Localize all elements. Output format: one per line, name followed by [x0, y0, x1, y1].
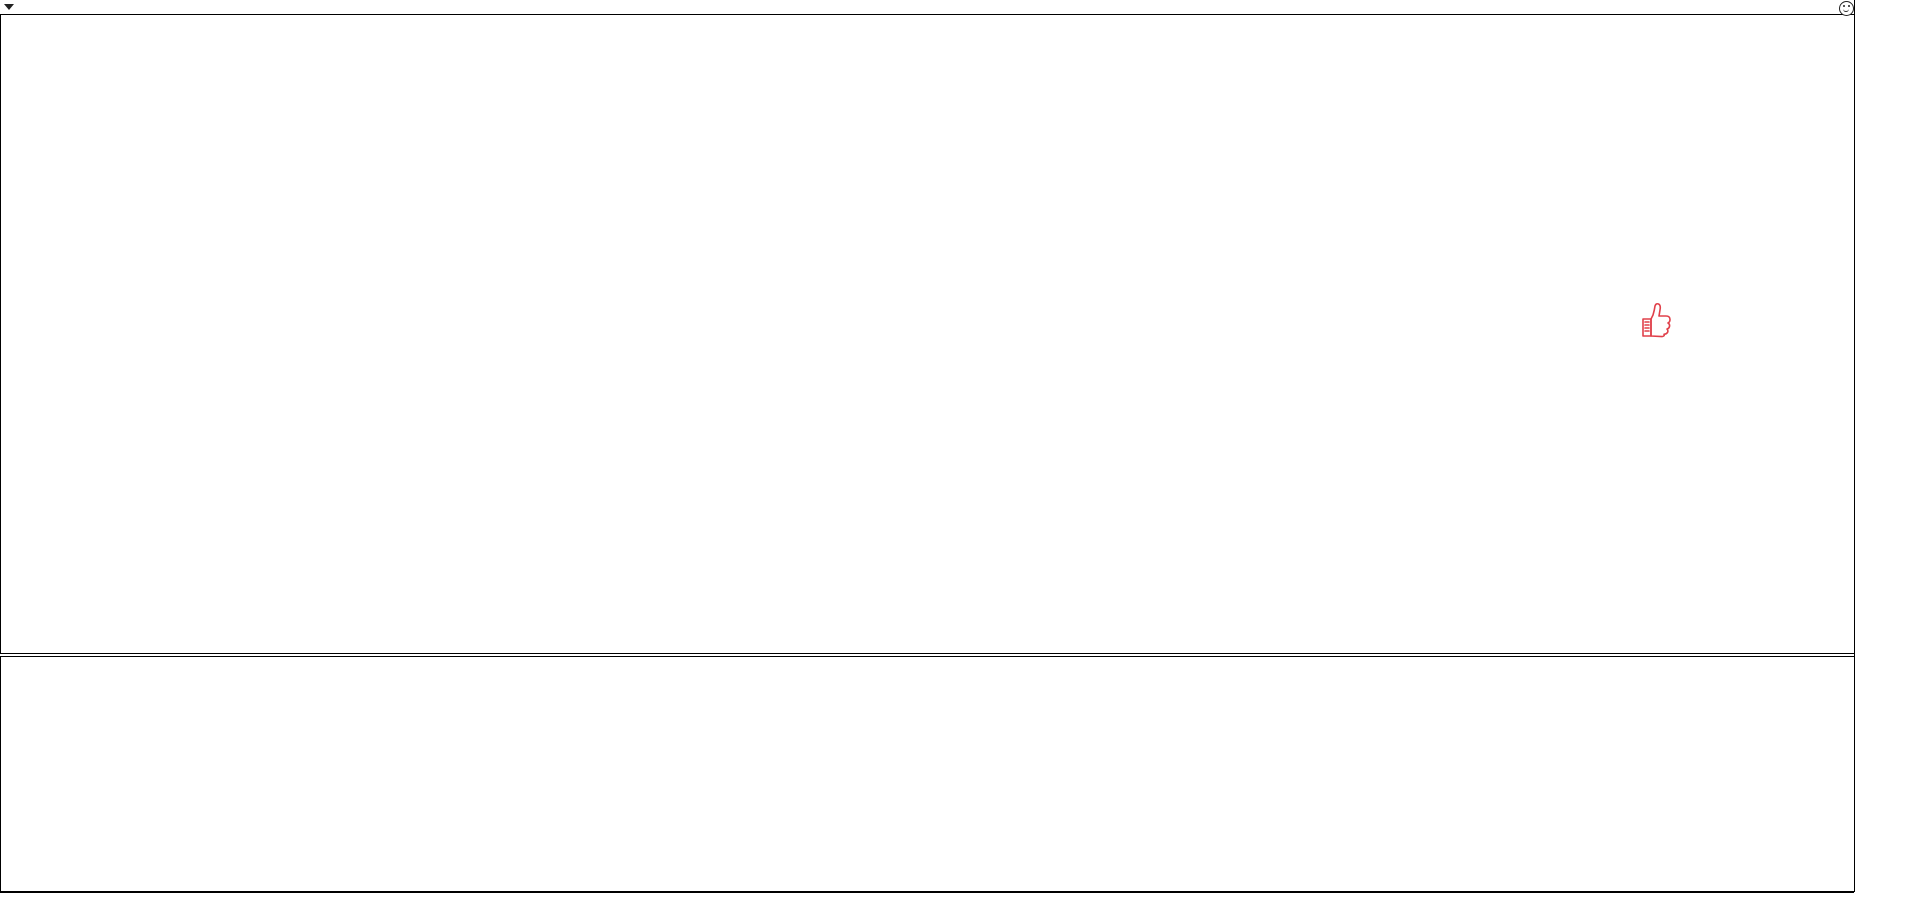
price-axis[interactable]: [1855, 0, 1912, 923]
time-axis[interactable]: [0, 893, 1854, 923]
price-axis-divider: [1854, 0, 1855, 892]
rsi-indicator-pane[interactable]: [0, 656, 1854, 892]
rsi-canvas: [1, 657, 1853, 891]
candlestick-canvas[interactable]: [1, 15, 1853, 653]
chart-header: [0, 0, 28, 14]
thumbs-up-cursor-icon: [1640, 302, 1674, 343]
price-chart-pane[interactable]: [0, 14, 1854, 654]
chevron-down-icon[interactable]: [4, 4, 14, 10]
smiley-face-icon[interactable]: [1839, 1, 1854, 16]
time-axis-divider: [0, 892, 1854, 893]
